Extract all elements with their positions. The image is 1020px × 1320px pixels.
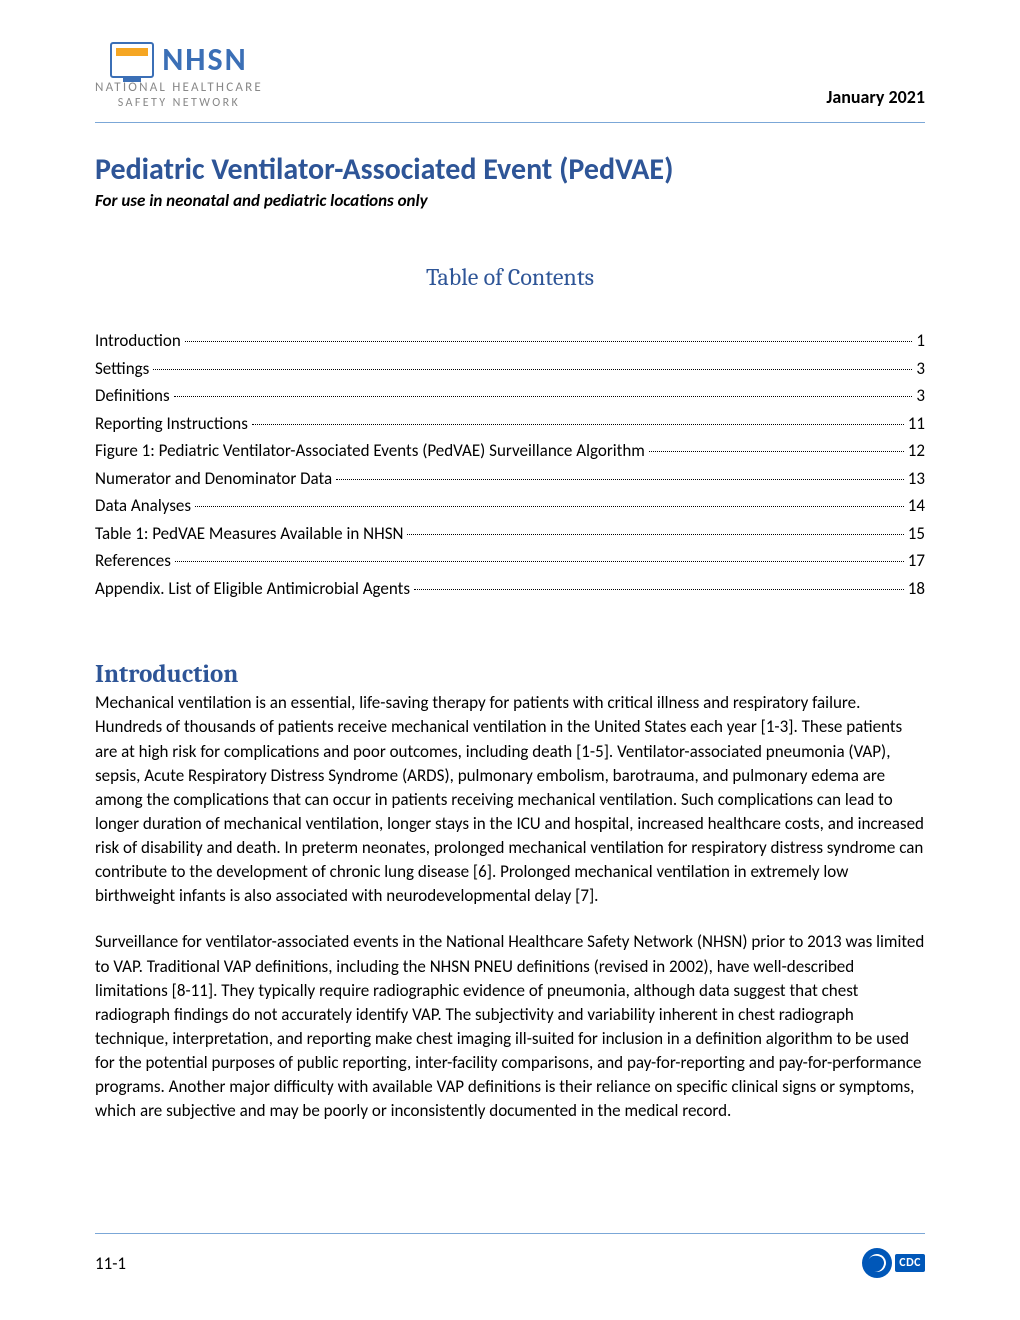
toc-entry: References 17 <box>95 547 925 575</box>
toc-entry-label: Introduction <box>95 327 181 355</box>
toc-entry: Figure 1: Pediatric Ventilator-Associate… <box>95 437 925 465</box>
toc-leader <box>407 534 903 535</box>
toc-entry-label: References <box>95 547 171 575</box>
toc-leader <box>153 369 912 370</box>
toc-leader <box>336 479 904 480</box>
cdc-logo: CDC <box>862 1248 925 1278</box>
toc-entry: Numerator and Denominator Data 13 <box>95 465 925 493</box>
toc-entry-label: Table 1: PedVAE Measures Available in NH… <box>95 520 403 548</box>
toc-entry-label: Numerator and Denominator Data <box>95 465 332 493</box>
cdc-wordmark: CDC <box>895 1254 925 1272</box>
toc-leader <box>414 589 904 590</box>
page-number: 11-1 <box>95 1253 126 1274</box>
toc-entry-label: Reporting Instructions <box>95 410 248 438</box>
toc-entry: Reporting Instructions 11 <box>95 410 925 438</box>
document-title: Pediatric Ventilator-Associated Event (P… <box>95 151 925 188</box>
toc-entry-page: 3 <box>916 382 925 410</box>
toc-entry: Settings 3 <box>95 355 925 383</box>
toc-entry-page: 18 <box>908 575 925 603</box>
table-of-contents: Introduction 1 Settings 3 Definitions 3 … <box>95 327 925 602</box>
toc-entry-page: 14 <box>908 492 925 520</box>
toc-entry-page: 12 <box>908 437 925 465</box>
nhsn-logo-subtitle-1: NATIONAL HEALTHCARE <box>95 80 263 95</box>
toc-entry: Introduction 1 <box>95 327 925 355</box>
toc-entry-page: 3 <box>916 355 925 383</box>
page-header: NHSN NATIONAL HEALTHCARE SAFETY NETWORK … <box>95 42 925 123</box>
nhsn-logo-text: NHSN <box>162 44 247 76</box>
toc-entry-label: Definitions <box>95 382 170 410</box>
nhsn-logo-block: NHSN NATIONAL HEALTHCARE SAFETY NETWORK <box>95 42 263 110</box>
toc-entry-label: Figure 1: Pediatric Ventilator-Associate… <box>95 437 645 465</box>
toc-entry: Data Analyses 14 <box>95 492 925 520</box>
toc-entry-page: 17 <box>908 547 925 575</box>
toc-entry: Table 1: PedVAE Measures Available in NH… <box>95 520 925 548</box>
toc-entry-page: 15 <box>908 520 925 548</box>
toc-entry-page: 1 <box>916 327 925 355</box>
toc-heading: Table of Contents <box>95 263 925 291</box>
toc-leader <box>252 424 904 425</box>
toc-entry: Definitions 3 <box>95 382 925 410</box>
page-container: NHSN NATIONAL HEALTHCARE SAFETY NETWORK … <box>0 0 1020 1320</box>
page-footer: 11-1 CDC <box>95 1233 925 1278</box>
toc-entry-label: Data Analyses <box>95 492 191 520</box>
toc-leader <box>174 396 913 397</box>
hhs-seal-icon <box>862 1248 892 1278</box>
toc-leader <box>195 506 904 507</box>
document-date: January 2021 <box>826 86 925 110</box>
toc-entry-page: 13 <box>908 465 925 493</box>
nhsn-monitor-icon <box>110 42 154 78</box>
toc-entry-label: Appendix. List of Eligible Antimicrobial… <box>95 575 410 603</box>
intro-paragraph-2: Surveillance for ventilator-associated e… <box>95 930 925 1123</box>
toc-entry-page: 11 <box>908 410 925 438</box>
toc-entry-label: Settings <box>95 355 149 383</box>
toc-leader <box>649 451 904 452</box>
toc-leader <box>185 341 913 342</box>
section-heading-introduction: Introduction <box>95 660 925 689</box>
toc-leader <box>175 561 904 562</box>
nhsn-logo-row: NHSN <box>110 42 247 78</box>
intro-paragraph-1: Mechanical ventilation is an essential, … <box>95 691 925 908</box>
nhsn-logo-subtitle-2: SAFETY NETWORK <box>118 96 240 110</box>
toc-entry: Appendix. List of Eligible Antimicrobial… <box>95 575 925 603</box>
document-subtitle: For use in neonatal and pediatric locati… <box>95 190 925 211</box>
